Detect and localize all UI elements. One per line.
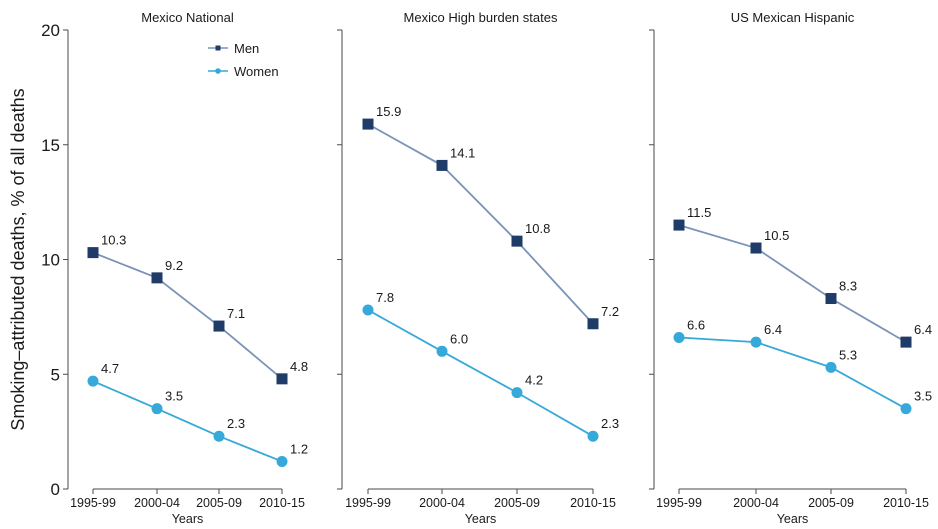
- data-point-women: [587, 430, 599, 442]
- legend-marker-women: [215, 68, 221, 74]
- data-label-women: 6.4: [764, 322, 782, 337]
- data-point-men: [276, 373, 288, 385]
- data-label-men: 4.8: [290, 359, 308, 374]
- legend-label-women: Women: [234, 64, 279, 79]
- x-tick-label: 1995-99: [656, 496, 702, 510]
- data-point-men: [673, 219, 685, 231]
- x-tick-label: 2000-04: [134, 496, 180, 510]
- data-label-women: 2.3: [601, 416, 619, 431]
- data-point-men: [436, 159, 448, 171]
- data-label-women: 2.3: [227, 416, 245, 431]
- y-tick-label: 0: [51, 480, 60, 499]
- series-line-men: [92, 251, 283, 380]
- data-label-women: 1.2: [290, 441, 308, 456]
- panel-title: US Mexican Hispanic: [731, 10, 855, 25]
- data-point-men: [750, 242, 762, 254]
- data-label-men: 14.1: [450, 145, 475, 160]
- data-point-women: [825, 361, 837, 373]
- series-line-women: [367, 309, 594, 437]
- data-point-women: [151, 403, 163, 415]
- y-tick-label: 20: [41, 21, 60, 40]
- series-line-women: [678, 336, 907, 410]
- legend-marker-men: [215, 45, 221, 51]
- data-point-men: [587, 318, 599, 330]
- panel-title: Mexico High burden states: [404, 10, 558, 25]
- data-point-women: [511, 387, 523, 399]
- y-tick-label: 15: [41, 136, 60, 155]
- data-point-men: [511, 235, 523, 247]
- series-line-women: [92, 380, 283, 463]
- data-point-men: [825, 293, 837, 305]
- data-label-women: 5.3: [839, 347, 857, 362]
- x-tick-label: 2010-15: [883, 496, 929, 510]
- y-tick-label: 10: [41, 251, 60, 270]
- data-label-men: 11.5: [687, 205, 711, 220]
- series-line-men: [367, 123, 594, 325]
- data-label-men: 15.9: [376, 104, 401, 119]
- panel-title: Mexico National: [141, 10, 234, 25]
- x-tick-label: 2005-09: [808, 496, 854, 510]
- data-point-men: [87, 247, 99, 259]
- data-label-women: 3.5: [914, 389, 932, 404]
- data-point-women: [276, 455, 288, 467]
- data-label-women: 6.0: [450, 331, 468, 346]
- x-tick-label: 1995-99: [345, 496, 391, 510]
- x-tick-label: 2005-09: [494, 496, 540, 510]
- data-label-men: 10.8: [525, 221, 550, 236]
- data-point-women: [436, 345, 448, 357]
- data-label-men: 8.3: [839, 279, 857, 294]
- y-axis-label: Smoking–attributed deaths, % of all deat…: [8, 88, 28, 430]
- data-label-women: 7.8: [376, 290, 394, 305]
- x-tick-label: 1995-99: [70, 496, 116, 510]
- data-label-men: 7.1: [227, 306, 245, 321]
- data-point-women: [362, 304, 374, 316]
- data-label-women: 6.6: [687, 318, 705, 333]
- data-point-women: [673, 332, 685, 344]
- data-label-men: 9.2: [165, 258, 183, 273]
- x-tick-label: 2005-09: [196, 496, 242, 510]
- data-point-women: [900, 403, 912, 415]
- x-tick-label: 2010-15: [259, 496, 305, 510]
- data-point-men: [900, 336, 912, 348]
- data-point-women: [750, 336, 762, 348]
- data-point-men: [362, 118, 374, 130]
- data-label-women: 4.7: [101, 361, 119, 376]
- data-point-men: [213, 320, 225, 332]
- data-label-men: 10.5: [764, 228, 789, 243]
- y-tick-label: 5: [51, 365, 60, 384]
- data-label-men: 6.4: [914, 322, 932, 337]
- x-axis-title: Years: [172, 512, 204, 526]
- x-axis-title: Years: [777, 512, 809, 526]
- x-axis-title: Years: [465, 512, 497, 526]
- data-point-men: [151, 272, 163, 284]
- series-line-men: [678, 224, 907, 343]
- x-tick-label: 2000-04: [733, 496, 779, 510]
- data-label-men: 10.3: [101, 233, 126, 248]
- data-label-women: 3.5: [165, 389, 183, 404]
- data-point-women: [87, 375, 99, 387]
- x-tick-label: 2000-04: [419, 496, 465, 510]
- data-point-women: [213, 430, 225, 442]
- data-label-women: 4.2: [525, 373, 543, 388]
- data-label-men: 7.2: [601, 304, 619, 319]
- x-tick-label: 2010-15: [570, 496, 616, 510]
- legend-label-men: Men: [234, 41, 259, 56]
